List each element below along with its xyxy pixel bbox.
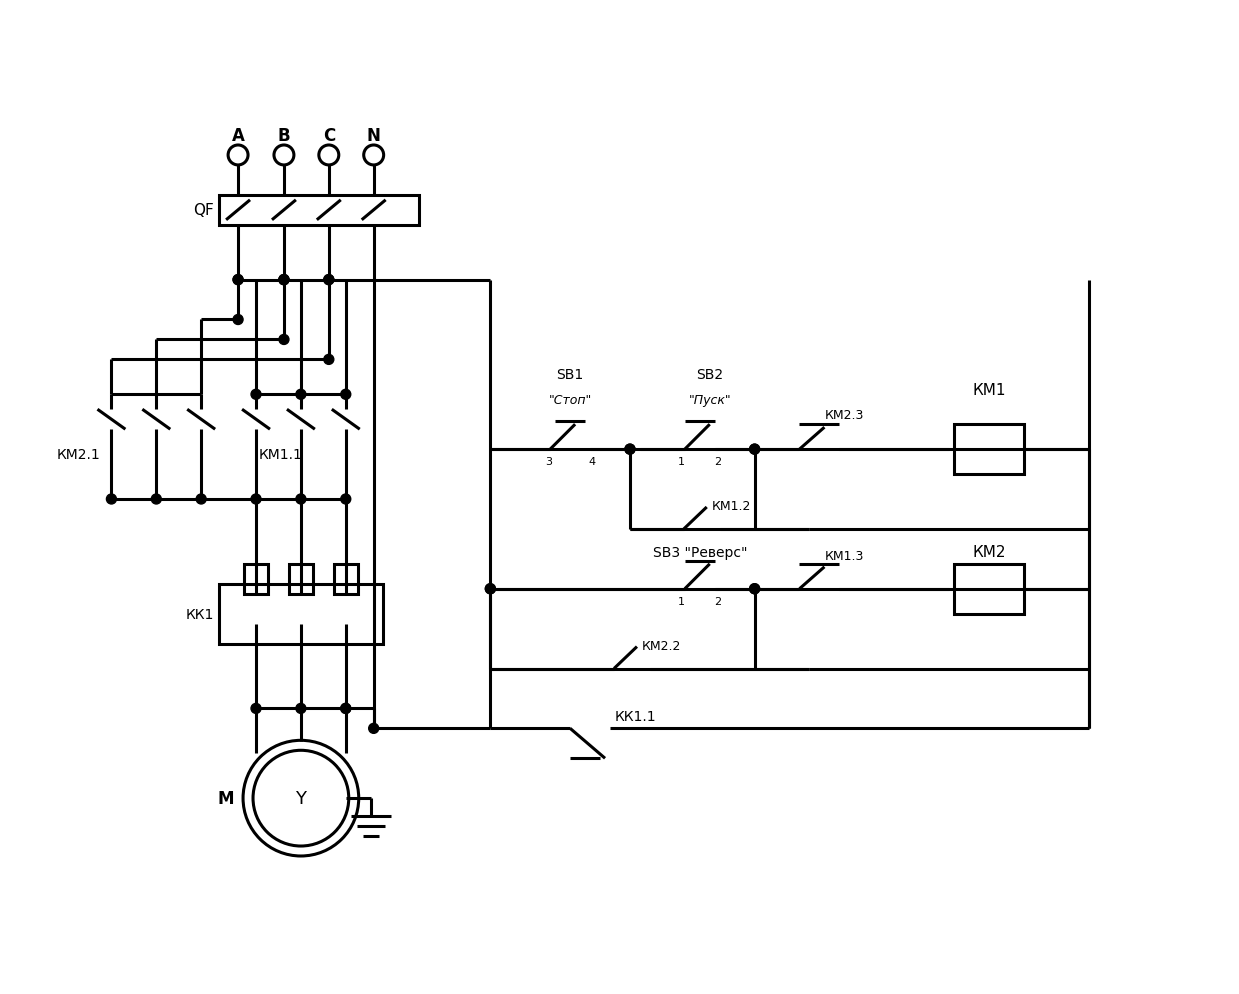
Text: КМ2.2: КМ2.2 bbox=[642, 639, 681, 652]
Bar bbox=[219, 196, 419, 226]
Text: C: C bbox=[322, 127, 335, 145]
Circle shape bbox=[233, 275, 243, 285]
Bar bbox=[219, 584, 383, 644]
Text: 2: 2 bbox=[714, 596, 721, 606]
Text: B: B bbox=[278, 127, 290, 145]
Text: SB3 "Реверс": SB3 "Реверс" bbox=[653, 546, 747, 560]
Circle shape bbox=[323, 275, 333, 285]
Circle shape bbox=[341, 704, 351, 714]
Text: "Пуск": "Пуск" bbox=[689, 394, 731, 407]
Circle shape bbox=[279, 275, 289, 285]
Text: КМ2: КМ2 bbox=[973, 545, 1006, 560]
Circle shape bbox=[151, 494, 161, 505]
Circle shape bbox=[196, 494, 206, 505]
Text: КМ1.3: КМ1.3 bbox=[824, 550, 864, 563]
Text: КМ1.1: КМ1.1 bbox=[259, 447, 302, 461]
Circle shape bbox=[341, 390, 351, 400]
Bar bbox=[954, 565, 1023, 614]
Text: Y: Y bbox=[295, 789, 306, 807]
Bar bbox=[244, 565, 268, 594]
Circle shape bbox=[486, 584, 496, 594]
Text: QF: QF bbox=[193, 203, 214, 218]
Circle shape bbox=[252, 704, 261, 714]
Text: SB2: SB2 bbox=[696, 368, 724, 382]
Circle shape bbox=[107, 494, 116, 505]
Bar bbox=[954, 424, 1023, 474]
Circle shape bbox=[486, 584, 496, 594]
Text: 2: 2 bbox=[714, 456, 721, 466]
Text: SB1: SB1 bbox=[556, 368, 584, 382]
Text: КМ1.2: КМ1.2 bbox=[711, 500, 751, 513]
Circle shape bbox=[296, 494, 306, 505]
Text: 1: 1 bbox=[678, 456, 685, 466]
Text: КК1: КК1 bbox=[186, 607, 214, 621]
Text: КМ2.1: КМ2.1 bbox=[57, 447, 100, 461]
Circle shape bbox=[750, 444, 760, 454]
Circle shape bbox=[252, 390, 261, 400]
Circle shape bbox=[750, 444, 760, 454]
Circle shape bbox=[279, 275, 289, 285]
Text: A: A bbox=[232, 127, 244, 145]
Circle shape bbox=[341, 494, 351, 505]
Circle shape bbox=[369, 724, 379, 734]
Circle shape bbox=[750, 584, 760, 594]
Circle shape bbox=[279, 275, 289, 285]
Circle shape bbox=[252, 494, 261, 505]
Text: 3: 3 bbox=[545, 456, 551, 466]
Text: N: N bbox=[367, 127, 380, 145]
Text: 4: 4 bbox=[589, 456, 596, 466]
Text: "Стоп": "Стоп" bbox=[549, 394, 592, 407]
Circle shape bbox=[323, 355, 333, 365]
Text: M: M bbox=[218, 789, 234, 807]
Circle shape bbox=[624, 444, 634, 454]
Circle shape bbox=[323, 275, 333, 285]
Circle shape bbox=[750, 584, 760, 594]
Circle shape bbox=[296, 390, 306, 400]
Bar bbox=[289, 565, 313, 594]
Text: КК1.1: КК1.1 bbox=[615, 710, 657, 724]
Text: 1: 1 bbox=[678, 596, 685, 606]
Circle shape bbox=[296, 704, 306, 714]
Text: КМ2.3: КМ2.3 bbox=[824, 409, 864, 421]
Bar bbox=[333, 565, 358, 594]
Text: КМ1: КМ1 bbox=[973, 383, 1006, 398]
Circle shape bbox=[624, 444, 634, 454]
Circle shape bbox=[233, 275, 243, 285]
Circle shape bbox=[233, 315, 243, 325]
Circle shape bbox=[279, 335, 289, 345]
Circle shape bbox=[341, 704, 351, 714]
